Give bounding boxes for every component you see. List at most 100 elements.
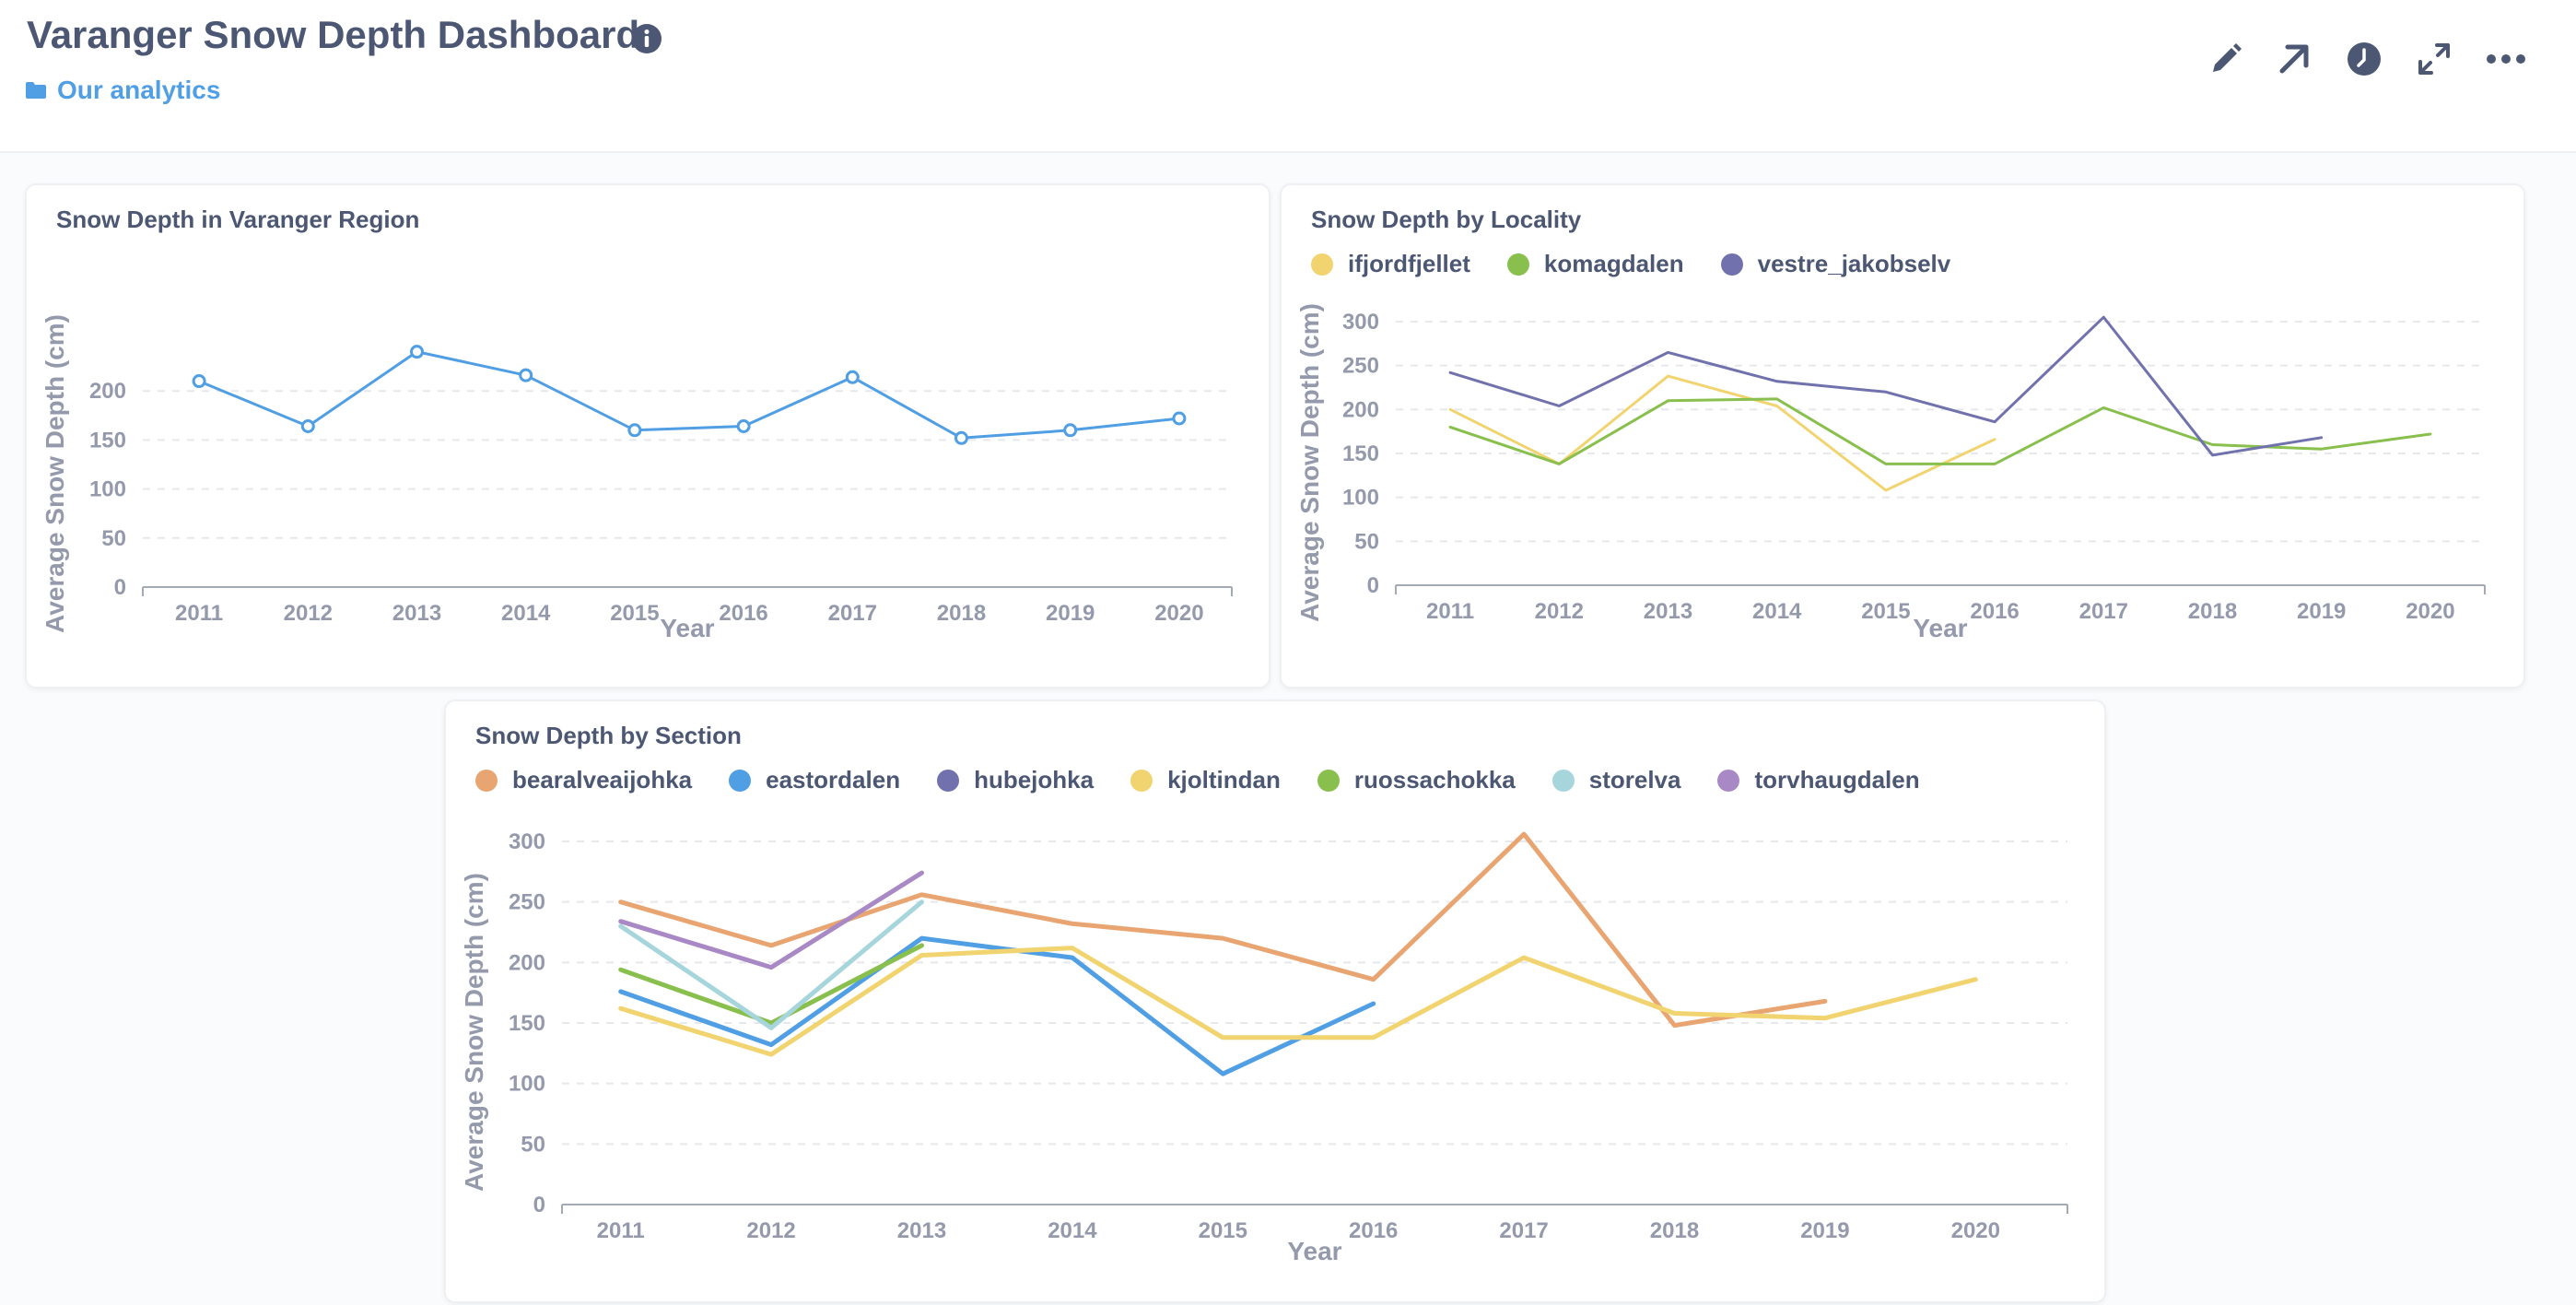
series-line xyxy=(618,946,1978,1057)
dashboard-header: Varanger Snow Depth Dashboard Our analyt… xyxy=(0,0,2576,153)
y-tick-label: 200 xyxy=(509,950,545,975)
data-point xyxy=(1063,423,1078,438)
x-tick-label: 2016 xyxy=(1970,599,2019,624)
series-line xyxy=(618,943,924,1026)
x-axis-label: Year xyxy=(1287,1237,1341,1265)
arrow-up-right-icon xyxy=(2279,44,2309,74)
legend-item[interactable]: torvhaugdalen xyxy=(1717,766,1920,794)
edit-button[interactable] xyxy=(2204,37,2248,81)
collection-label: Our analytics xyxy=(57,76,221,104)
data-point xyxy=(845,370,860,384)
y-tick-label: 100 xyxy=(1342,486,1379,511)
y-tick-label: 150 xyxy=(89,428,126,453)
chart-legend: bearalveaijohka eastordalen hubejohka kjolt… xyxy=(475,766,1920,794)
x-tick-label: 2012 xyxy=(284,601,333,626)
x-tick-label: 2020 xyxy=(1154,601,1203,626)
x-tick-label: 2011 xyxy=(1426,599,1474,624)
data-point xyxy=(519,368,533,382)
legend-label: komagdalen xyxy=(1543,250,1684,277)
x-tick-label: 2018 xyxy=(937,601,986,626)
data-point xyxy=(192,374,206,389)
legend-label: ifjordfjellet xyxy=(1348,250,1470,277)
x-tick-label: 2011 xyxy=(175,601,223,626)
legend-label: bearalveaijohka xyxy=(512,766,693,794)
x-tick-label: 2020 xyxy=(2406,599,2454,624)
data-point xyxy=(300,419,315,434)
legend-item[interactable]: vestre_jakobselv xyxy=(1720,250,1950,278)
legend-dot xyxy=(729,769,752,792)
legend-item[interactable]: ifjordfjellet xyxy=(1311,250,1470,278)
more-button[interactable] xyxy=(2484,37,2528,81)
x-tick-label: 2019 xyxy=(1800,1218,1849,1243)
x-axis-label: Year xyxy=(1913,614,1967,642)
legend-dot xyxy=(937,769,960,792)
info-icon[interactable] xyxy=(630,22,663,55)
x-tick-label: 2019 xyxy=(2297,599,2346,624)
x-tick-label: 2020 xyxy=(1951,1218,2000,1243)
y-tick-label: 50 xyxy=(101,526,126,551)
data-point xyxy=(410,345,424,359)
x-tick-label: 2017 xyxy=(1499,1218,1548,1243)
chart-section: 0 50 100 150 200 250 300 2011 2012 2013 2014 2015 20… xyxy=(460,829,2068,1265)
x-tick-label: 2011 xyxy=(597,1218,645,1243)
legend-dot xyxy=(1720,253,1743,276)
card-title: Snow Depth by Section xyxy=(475,722,742,749)
series-line xyxy=(618,870,924,970)
x-tick-label: 2014 xyxy=(1752,599,1802,624)
x-tick-label: 2019 xyxy=(1046,601,1095,626)
legend-dot xyxy=(1506,253,1529,276)
legend-item[interactable]: ruossachokka xyxy=(1317,766,1516,794)
legend-item[interactable]: eastordalen xyxy=(729,766,900,794)
y-axis-label: Average Snow Depth (cm) xyxy=(41,314,69,633)
pencil-icon xyxy=(2213,43,2242,72)
legend-dot xyxy=(1717,769,1740,792)
expand-icon xyxy=(2418,43,2450,75)
data-point xyxy=(627,423,642,438)
y-tick-label: 0 xyxy=(1367,573,1379,598)
chart-locality: 0 50 100 150 200 250 300 2011 2012 2013 2014 2015 20… xyxy=(1295,303,2486,642)
legend-item[interactable]: bearalveaijohka xyxy=(475,766,692,794)
y-tick-label: 200 xyxy=(1342,397,1379,422)
legend-dot xyxy=(1551,769,1575,792)
legend-label: hubejohka xyxy=(974,766,1095,794)
legend-item[interactable]: storelva xyxy=(1551,766,1680,794)
chart-region: 0 50 100 150 200 2011 2012 2013 2014 2015 2016 2017… xyxy=(41,314,1233,642)
series-line xyxy=(618,935,1376,1076)
legend-dot xyxy=(1311,253,1333,276)
data-point xyxy=(736,419,751,434)
x-tick-label: 2015 xyxy=(610,601,659,626)
share-button[interactable] xyxy=(2272,37,2316,81)
card-locality[interactable]: Snow Depth by Locality ifjordfjellet koma… xyxy=(1280,183,2525,688)
collection-link[interactable]: Our analytics xyxy=(26,76,220,105)
y-tick-label: 50 xyxy=(1354,529,1379,554)
y-tick-label: 100 xyxy=(509,1072,545,1097)
x-axis-label: Year xyxy=(660,614,714,642)
card-title: Snow Depth in Varanger Region xyxy=(56,206,420,233)
y-tick-label: 100 xyxy=(89,477,126,502)
x-tick-label: 2013 xyxy=(1644,599,1692,624)
card-section[interactable]: Snow Depth by Section bearalveaijohka eas… xyxy=(444,700,2106,1303)
data-point xyxy=(1172,411,1187,426)
history-button[interactable] xyxy=(2342,37,2386,81)
y-tick-label: 300 xyxy=(1342,310,1379,335)
chart-legend: ifjordfjellet komagdalen vestre_jakobselv xyxy=(1311,250,1950,278)
y-tick-label: 200 xyxy=(89,379,126,404)
fullscreen-button[interactable] xyxy=(2412,37,2456,81)
x-tick-label: 2014 xyxy=(501,601,551,626)
x-tick-label: 2013 xyxy=(897,1218,946,1243)
legend-item[interactable]: komagdalen xyxy=(1506,250,1684,278)
x-tick-label: 2017 xyxy=(828,601,877,626)
card-region[interactable]: Snow Depth in Varanger Region 0 50 100 150 2… xyxy=(25,183,1270,688)
y-tick-label: 150 xyxy=(1342,441,1379,466)
x-tick-label: 2015 xyxy=(1199,1218,1247,1243)
dashboard-title: Varanger Snow Depth Dashboard xyxy=(27,13,640,56)
legend-label: ruossachokka xyxy=(1353,766,1516,794)
legend-label: torvhaugdalen xyxy=(1754,766,1920,794)
ellipsis-icon xyxy=(2487,54,2525,64)
legend-item[interactable]: kjoltindan xyxy=(1130,766,1281,794)
x-tick-label: 2017 xyxy=(2079,599,2128,624)
series-line xyxy=(197,350,1181,440)
data-point xyxy=(954,430,968,445)
y-tick-label: 0 xyxy=(533,1193,545,1217)
legend-item[interactable]: hubejohka xyxy=(937,766,1094,794)
